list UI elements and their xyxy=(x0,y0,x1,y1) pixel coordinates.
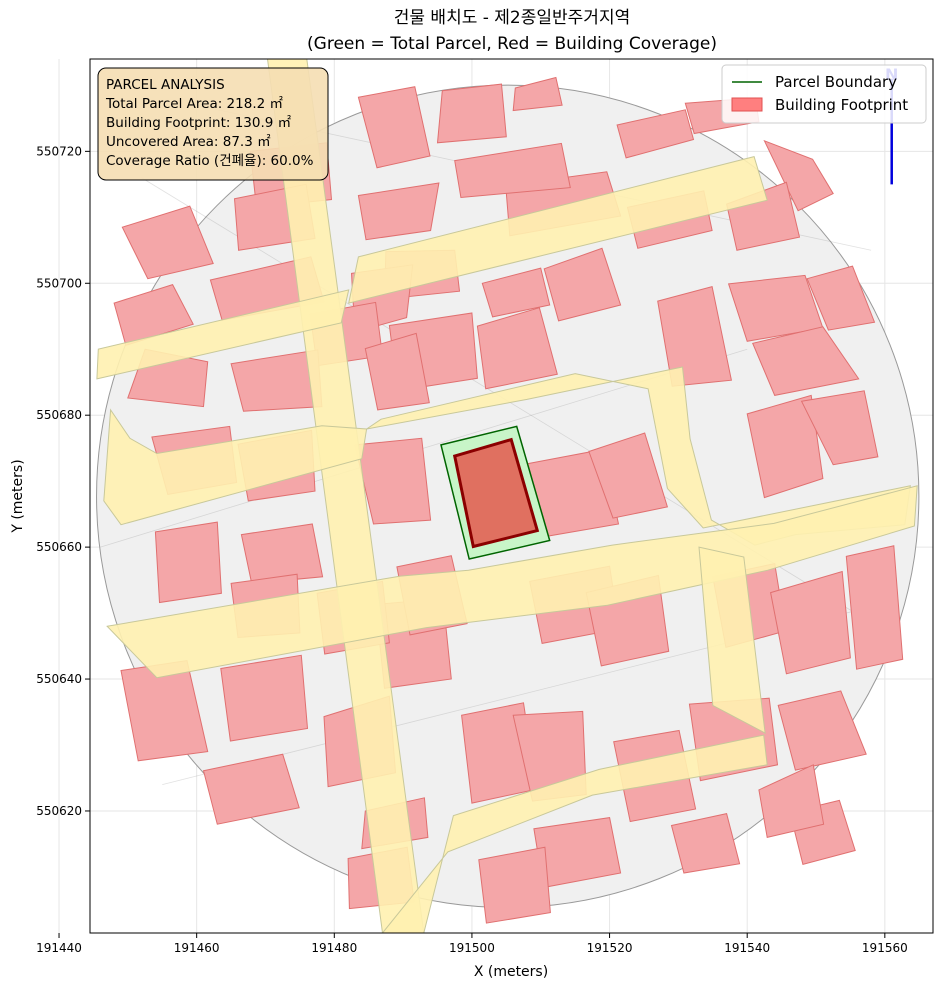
context-building xyxy=(845,545,904,670)
context-building xyxy=(770,570,851,675)
info-box-background xyxy=(97,67,329,181)
x-axis-ticks: 191440 191460 191480 191500 191520 191540 1915… xyxy=(36,933,908,955)
road xyxy=(381,734,768,933)
roads xyxy=(96,59,918,933)
plot-content: N xyxy=(96,59,920,933)
legend-label-parcel-boundary: Parcel Boundary xyxy=(775,73,897,91)
legend-frame xyxy=(721,64,927,124)
context-building xyxy=(752,326,860,396)
info-total-area: Total Parcel Area: 218.2 ㎡ xyxy=(105,96,283,112)
x-axis-label: X (meters) xyxy=(474,964,548,980)
x-tick-label: 191480 xyxy=(311,941,357,955)
legend: Parcel Boundary Building Footprint xyxy=(721,64,927,124)
context-building xyxy=(113,283,194,346)
legend-label-building-footprint: Building Footprint xyxy=(775,96,908,114)
info-coverage-ratio: Coverage Ratio (건폐율): 60.0% xyxy=(106,153,314,169)
context-building xyxy=(588,432,669,519)
x-tick-label: 191500 xyxy=(449,941,495,955)
info-building-footprint: Building Footprint: 130.9 ㎡ xyxy=(106,115,292,131)
target-building xyxy=(452,437,540,549)
x-tick-label: 191560 xyxy=(862,941,908,955)
context-building xyxy=(220,654,309,742)
info-box: PARCEL ANALYSIS Total Parcel Area: 218.2… xyxy=(97,67,329,181)
y-tick-label: 550720 xyxy=(36,144,82,158)
context-building xyxy=(476,307,558,390)
context-building xyxy=(670,813,741,874)
y-tick-label: 550680 xyxy=(36,408,82,422)
context-building xyxy=(616,109,695,159)
y-tick-label: 550700 xyxy=(36,276,82,290)
y-axis-ticks: 550620 550640 550660 550680 550700 550720 xyxy=(36,144,90,818)
context-building xyxy=(478,846,551,924)
road xyxy=(103,408,368,526)
road xyxy=(698,546,766,734)
road xyxy=(96,289,350,380)
y-tick-label: 550640 xyxy=(36,672,82,686)
chart-title-line-2: (Green = Total Parcel, Red = Building Co… xyxy=(307,34,717,54)
context-building xyxy=(364,332,430,411)
x-tick-label: 191520 xyxy=(587,941,633,955)
road xyxy=(348,155,768,304)
road xyxy=(106,485,918,679)
context-building xyxy=(357,182,440,241)
context-building xyxy=(436,83,507,144)
context-building xyxy=(758,764,825,839)
context-building xyxy=(154,521,222,604)
context-building xyxy=(121,205,214,280)
plot-frame xyxy=(89,58,934,934)
info-uncovered-area: Uncovered Area: 87.3 ㎡ xyxy=(106,134,271,150)
context-building xyxy=(512,76,563,112)
context-building xyxy=(481,267,551,318)
context-building xyxy=(357,86,431,169)
x-tick-label: 191440 xyxy=(36,941,82,955)
x-tick-label: 191460 xyxy=(174,941,220,955)
context-building xyxy=(806,265,876,331)
context-building xyxy=(543,247,622,322)
context-building xyxy=(777,690,867,771)
context-building xyxy=(454,142,571,199)
y-tick-label: 550620 xyxy=(36,804,82,818)
context-building xyxy=(746,394,824,499)
context-building xyxy=(800,390,879,466)
info-heading: PARCEL ANALYSIS xyxy=(106,77,225,93)
x-tick-label: 191540 xyxy=(724,941,770,955)
context-building xyxy=(354,437,432,525)
chart-title-line-1: 건물 배치도 - 제2종일반주거지역 xyxy=(394,8,630,28)
y-tick-label: 550660 xyxy=(36,540,82,554)
context-building xyxy=(240,523,324,584)
context-building xyxy=(657,285,733,387)
context-building xyxy=(202,753,300,825)
legend-swatch-building-footprint xyxy=(731,97,763,112)
y-axis-label: Y (meters) xyxy=(10,459,26,533)
